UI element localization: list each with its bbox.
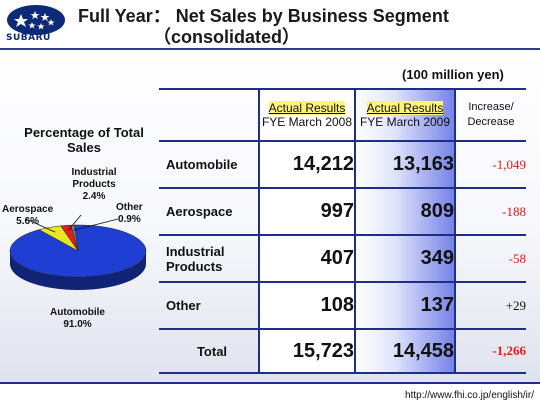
table-total-row: Total 15,723 14,458 -1,266 <box>159 329 526 374</box>
row-label-line2: Products <box>166 258 223 274</box>
cell-fy2009: 137 <box>354 282 455 330</box>
cell-change: -58 <box>454 235 526 283</box>
cell-change: -1,049 <box>454 141 526 189</box>
header-fy2008: Actual Results FYE March 2008 <box>258 88 355 142</box>
pie-title: Percentage of Total Sales <box>24 125 144 155</box>
pie-side-automobile <box>10 251 146 290</box>
cell-fy2008: 108 <box>258 282 355 330</box>
header-rule <box>0 48 540 50</box>
total-fy2008: 15,723 <box>258 329 355 374</box>
cell-fy2008: 14,212 <box>258 141 355 189</box>
total-fy2009: 14,458 <box>354 329 455 374</box>
pie-side <box>10 251 146 290</box>
pie-label-aerospace-name: Aerospace <box>2 204 54 215</box>
subaru-logo <box>7 5 65 35</box>
pie-label-industrial: Industrial Products 2.4% <box>64 167 124 203</box>
unit-note: (100 million yen) <box>402 67 504 82</box>
pie-label-other-pct: 0.9% <box>117 214 141 225</box>
pie-label-other-name: Other <box>116 202 143 213</box>
page-subtitle: （consolidated） <box>153 27 301 47</box>
pie-label-automobile-pct: 91.0% <box>63 319 92 330</box>
cell-fy2008: 407 <box>258 235 355 283</box>
footer: http://www.fhi.co.jp/english/ir/ <box>0 382 540 405</box>
footer-rule <box>0 382 540 384</box>
logo-wordmark: SUBARU <box>6 33 51 43</box>
table-row: Automobile 14,212 13,163 -1,049 <box>159 141 526 189</box>
pie-label-automobile-name: Automobile <box>50 307 105 318</box>
table-header-row: Actual Results FYE March 2008 Actual Resu… <box>159 88 526 142</box>
pie-top <box>9 224 147 278</box>
pie-label-other: Other 0.9% <box>116 202 143 226</box>
row-label-line1: Industrial <box>166 243 225 259</box>
table-row: Aerospace 997 809 -188 <box>159 188 526 236</box>
table-row: Industrial Products 407 349 -58 <box>159 235 526 283</box>
cell-change: -188 <box>454 188 526 236</box>
pie-slice-automobile <box>9 224 147 278</box>
table-row: Other 108 137 +29 <box>159 282 526 330</box>
segment-sales-table: Actual Results FYE March 2008 Actual Resu… <box>159 88 526 374</box>
total-label: Total <box>159 329 259 374</box>
cell-change: +29 <box>454 282 526 330</box>
header-change-line2: Decrease <box>467 116 515 128</box>
pie-label-automobile: Automobile 91.0% <box>50 307 105 331</box>
header: SUBARU Full Year： Net Sales by Business … <box>0 0 540 48</box>
cell-fy2008: 997 <box>258 188 355 236</box>
header-change: Increase/Decrease <box>454 88 526 142</box>
cell-fy2009: 349 <box>354 235 455 283</box>
pie-label-aerospace-pct: 5.6% <box>16 216 39 227</box>
cell-fy2009: 809 <box>354 188 455 236</box>
cell-fy2009: 13,163 <box>354 141 455 189</box>
pie-leaders <box>25 215 119 233</box>
total-change: -1,266 <box>454 329 526 374</box>
pie-chart <box>9 215 147 290</box>
pie-label-industrial-name: Industrial Products <box>71 167 117 190</box>
header-change-line1: Increase/ <box>468 101 514 113</box>
footer-url[interactable]: http://www.fhi.co.jp/english/ir/ <box>405 390 534 401</box>
pie-leader-aerospace <box>25 218 56 233</box>
header-blank <box>159 88 259 142</box>
header-fy2008-line2: FYE March 2008 <box>261 115 353 129</box>
header-fy2009-line1: Actual Results <box>366 101 444 115</box>
header-fy2008-line1: Actual Results <box>268 101 346 115</box>
header-fy2009: Actual Results FYE March 2009 <box>354 88 455 142</box>
row-label: Other <box>159 282 259 330</box>
pie-leader-other <box>73 218 119 231</box>
row-label: Automobile <box>159 141 259 189</box>
pie-label-aerospace: Aerospace 5.6% <box>2 204 53 228</box>
pie-label-industrial-pct: 2.4% <box>82 191 106 202</box>
pie-leader-industrial-products <box>67 215 82 231</box>
row-label: Industrial Products <box>159 235 259 283</box>
row-label: Aerospace <box>159 188 259 236</box>
page-title: Full Year： Net Sales by Business Segment <box>78 6 449 26</box>
header-fy2009-line2: FYE March 2009 <box>359 115 451 129</box>
